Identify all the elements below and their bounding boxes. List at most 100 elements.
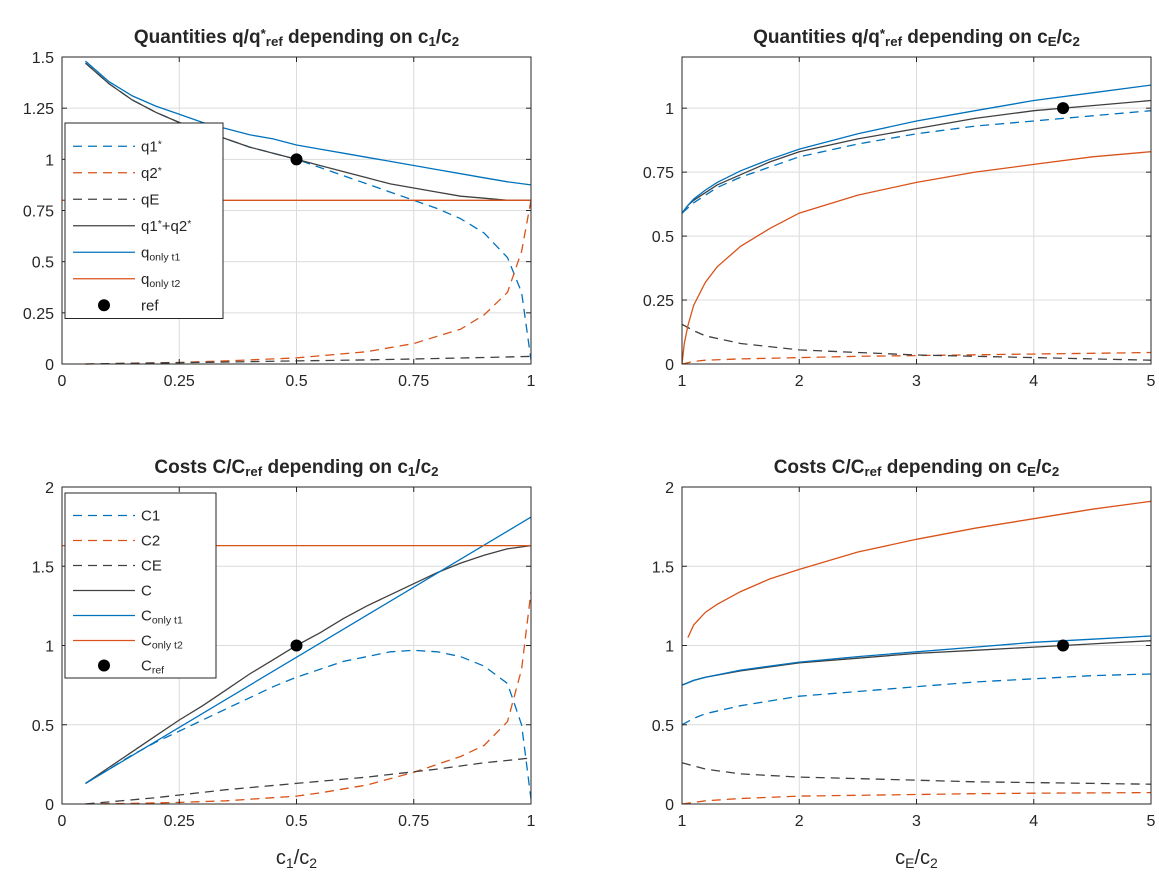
series-line-1 [681,351,1152,365]
legend-label: C1 [141,508,160,525]
x-tick-label: 1 [527,813,536,830]
series-line-2 [681,762,1152,785]
x-tick-label: 0.75 [398,373,429,390]
series-line-1 [85,200,532,365]
title-sub3: 2 [452,34,459,49]
y-tick-label: 1 [665,639,674,656]
title-main: Quantities q/q [134,27,261,48]
legend-name: C [141,658,152,675]
series-line-3 [681,99,1152,214]
x-tick-label: 2 [795,813,804,830]
x-tick-label: 2 [795,373,804,390]
series-line-4 [681,84,1152,214]
series-line-5 [687,500,1152,638]
x-tick-label: 0.5 [285,813,307,830]
chart-title: Quantities q/q*ref depending on cE/c2 [753,26,1080,49]
y-tick-label: 1 [665,101,674,118]
chart-0: 0 0.25 0.5 0.75 1 0 0.25 0.5 0.75 1 1.25 1.5 Quantit… [23,26,536,390]
y-tick-label: 0.75 [23,204,54,221]
y-tick-label: 0 [45,797,54,814]
legend-name: ref [141,297,159,314]
series-line-1 [681,791,1152,805]
legend-marker [98,659,110,672]
series-line-4 [85,60,532,186]
x-tick-label: 4 [1029,373,1038,390]
title-end: /c [1036,457,1052,478]
legend-name: C [141,608,152,625]
legend-label: Cref [141,658,164,677]
title-end: /c [1057,27,1073,48]
series-line-3 [85,544,532,784]
title-sub2: E [1027,464,1036,479]
y-tick-label: 0.75 [643,165,674,182]
series-line-4 [85,516,532,784]
title-sub: ref [245,464,263,479]
title-mid: depending on c [902,27,1048,48]
legend-name_sup: * [158,138,162,150]
legend-label: ref [141,297,159,314]
legend-name_mid: +q2 [162,218,187,235]
legend-name_sub: ref [152,664,164,676]
x-tick-label: 0.5 [285,373,307,390]
data-point [290,153,303,166]
legend-name: C [141,583,152,600]
data-point [1057,639,1070,652]
y-tick-label: 1.5 [32,559,54,576]
y-tick-label: 0.5 [32,255,54,272]
xlabel-main: c [895,847,905,869]
chart-title: Costs C/Cref depending on cE/c2 [774,457,1060,479]
y-tick-label: 0.25 [23,306,54,323]
y-tick-label: 0.5 [652,718,674,735]
title-sub: ref [864,464,882,479]
title-sub2: 1 [408,464,416,479]
series-line-5 [681,151,1152,365]
legend-label: C2 [141,533,160,550]
x-tick-label: 0.25 [164,373,195,390]
title-sub3: 2 [1052,464,1059,479]
series-line-1 [85,591,532,805]
legend-label: CE [141,558,162,575]
title-end: /c [415,457,431,478]
legend-label: Conly t2 [141,633,183,652]
x-tick-label: 3 [912,813,921,830]
legend-name_sub: only t1 [152,614,183,626]
legend-label: qE [141,191,159,208]
y-tick-label: 0.25 [643,293,674,310]
x-tick-label: 1 [527,373,536,390]
x-tick-label: 0 [58,373,67,390]
legend-box [64,492,217,679]
data-point [1057,102,1070,115]
x-tick-label: 5 [1147,813,1156,830]
xlabel-sub2: 2 [930,855,938,871]
x-tick-label: 4 [1029,813,1038,830]
x-tick-label: 0.25 [164,813,195,830]
legend-name: C1 [141,508,160,525]
legend-name: C [141,633,152,650]
data-point [290,639,303,652]
y-tick-label: 1.5 [652,559,674,576]
legend-name: qE [141,191,159,208]
xlabel-mid: /c [294,847,310,869]
title-main: Quantities q/q [753,27,880,48]
legend-name: q2 [141,165,158,182]
legend-marker [98,299,110,312]
legend-name_sup2: * [187,217,191,229]
y-tick-label: 1 [45,152,54,169]
xlabel-sub: E [905,855,914,871]
series-line-0 [681,673,1152,726]
chart-title: Quantities q/q*ref depending on c1/c2 [134,26,459,49]
series-line-2 [681,323,1152,361]
y-tick-label: 2 [665,480,674,497]
legend-name_sup: * [158,164,162,176]
x-tick-label: 5 [1147,373,1156,390]
legend-box [64,122,224,319]
title-mid: depending on c [262,457,408,478]
legend-label: Conly t1 [141,608,183,627]
x-tick-label: 3 [912,373,921,390]
title-mid: depending on c [283,27,429,48]
xlabel-sub2: 2 [309,855,317,871]
